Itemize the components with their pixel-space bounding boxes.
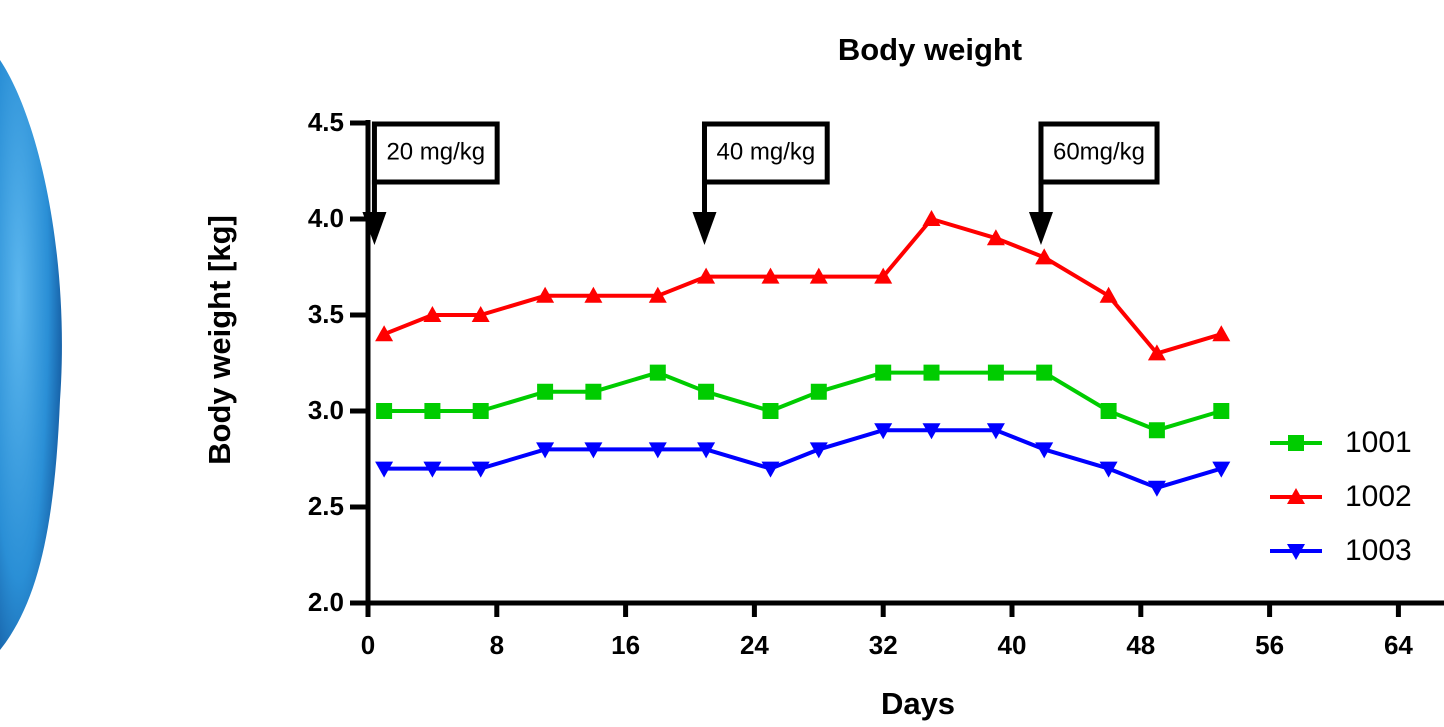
annotation-text: 20 mg/kg — [386, 138, 485, 165]
annotation-arrow-head — [692, 212, 716, 245]
legend-label: 1002 — [1345, 480, 1412, 513]
legend-label: 1001 — [1345, 426, 1412, 459]
x-tick-label: 64 — [1384, 630, 1413, 660]
x-tick-label: 16 — [611, 630, 640, 660]
data-point — [1212, 325, 1230, 341]
data-point — [698, 384, 714, 400]
data-point — [585, 384, 601, 400]
x-axis-label: Days — [881, 686, 955, 721]
annotation: 60mg/kg — [1029, 124, 1157, 245]
x-tick-label: 24 — [740, 630, 769, 660]
chart: Body weight Body weight [kg] Days 2.0 2.5… — [0, 0, 1444, 727]
data-point — [650, 365, 666, 381]
series-line — [384, 219, 1221, 353]
x-tick-label: 56 — [1255, 630, 1284, 660]
data-point — [1148, 481, 1166, 497]
annotation-text: 60mg/kg — [1053, 138, 1145, 165]
data-point — [811, 384, 827, 400]
y-tick-label: 4.5 — [308, 107, 344, 137]
data-point — [763, 403, 779, 419]
y-axis-label: Body weight [kg] — [202, 215, 237, 465]
y-tick-label: 2.0 — [308, 587, 344, 617]
data-point — [988, 365, 1004, 381]
data-point — [762, 462, 780, 478]
data-point — [875, 365, 891, 381]
annotation: 20 mg/kg — [362, 124, 497, 245]
x-tick-label: 40 — [998, 630, 1027, 660]
data-point — [376, 403, 392, 419]
x-tick-label: 8 — [490, 630, 504, 660]
x-tick-label: 48 — [1126, 630, 1155, 660]
x-tick-label: 0 — [361, 630, 375, 660]
chart-title: Body weight — [838, 32, 1022, 67]
y-tick-label: 3.5 — [308, 299, 344, 329]
y-tick-label: 4.0 — [308, 203, 344, 233]
data-point — [1149, 422, 1165, 438]
series-line — [384, 373, 1221, 431]
legend-marker — [1288, 435, 1304, 451]
data-point — [424, 403, 440, 419]
x-tick-label: 32 — [869, 630, 898, 660]
decorative-image — [0, 60, 62, 650]
data-point — [1101, 403, 1117, 419]
annotation-arrow-head — [1029, 212, 1053, 245]
data-point — [1100, 287, 1118, 303]
data-point — [473, 403, 489, 419]
series-line — [384, 430, 1221, 488]
y-tick-label: 2.5 — [308, 491, 344, 521]
data-point — [537, 384, 553, 400]
data-point — [923, 210, 941, 226]
annotation: 40 mg/kg — [692, 124, 827, 245]
page: {"chart_data": {"type": "line", "title":… — [0, 0, 1444, 727]
annotation-text: 40 mg/kg — [716, 138, 815, 165]
data-point — [1036, 365, 1052, 381]
legend-label: 1003 — [1345, 534, 1412, 567]
data-point — [1213, 403, 1229, 419]
y-tick-label: 3.0 — [308, 395, 344, 425]
data-point — [924, 365, 940, 381]
